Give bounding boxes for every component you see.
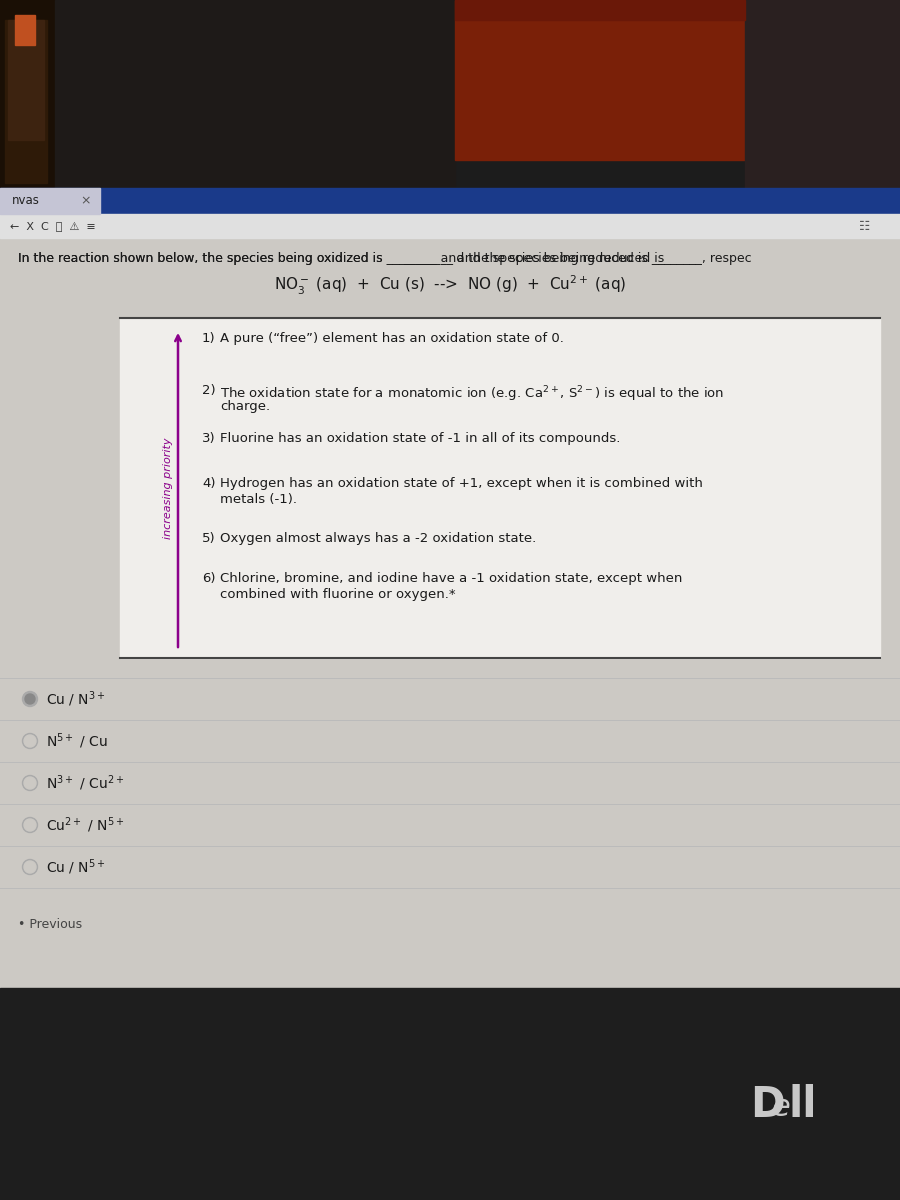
Circle shape — [22, 733, 38, 749]
Bar — [5, 20, 47, 182]
Text: • Previous: • Previous — [18, 918, 82, 931]
Bar — [8, 20, 44, 140]
Circle shape — [22, 691, 38, 707]
Text: metals (-1).: metals (-1). — [220, 493, 297, 506]
Text: nvas: nvas — [12, 194, 40, 208]
Text: In the reaction shown below, the species being oxidized is ________ and the spec: In the reaction shown below, the species… — [18, 252, 752, 265]
Text: ←  X  C  ⓘ  ⚠  ≡: ← X C ⓘ ⚠ ≡ — [10, 221, 95, 230]
Circle shape — [24, 862, 36, 874]
Bar — [0, 214, 900, 238]
Circle shape — [22, 775, 38, 791]
Circle shape — [25, 694, 35, 704]
Text: 3): 3) — [202, 432, 216, 445]
Text: N$^{3+}$ / Cu$^{2+}$: N$^{3+}$ / Cu$^{2+}$ — [46, 773, 124, 793]
Circle shape — [24, 778, 36, 790]
Bar — [0, 0, 900, 188]
Text: A pure (“free”) element has an oxidation state of 0.: A pure (“free”) element has an oxidation… — [220, 332, 564, 346]
Text: Cu$^{2+}$ / N$^{5+}$: Cu$^{2+}$ / N$^{5+}$ — [46, 815, 124, 835]
Text: ×: × — [80, 194, 91, 208]
Text: ☷: ☷ — [860, 220, 870, 233]
Bar — [120, 318, 880, 658]
Bar — [55, 0, 455, 188]
Text: ________ and the species being reduced is: ________ and the species being reduced i… — [403, 252, 664, 265]
Text: D: D — [750, 1084, 785, 1126]
Bar — [0, 188, 100, 214]
Text: Hydrogen has an oxidation state of +1, except when it is combined with: Hydrogen has an oxidation state of +1, e… — [220, 476, 703, 490]
Circle shape — [22, 859, 38, 875]
Text: e: e — [772, 1093, 791, 1122]
Text: 4): 4) — [202, 476, 215, 490]
Text: In the reaction shown below, the species being oxidized is: In the reaction shown below, the species… — [18, 252, 382, 265]
Bar — [0, 0, 55, 188]
Text: Chlorine, bromine, and iodine have a -1 oxidation state, except when: Chlorine, bromine, and iodine have a -1 … — [220, 572, 682, 584]
Bar — [0, 188, 900, 214]
Text: ll: ll — [789, 1084, 817, 1126]
Text: 5): 5) — [202, 532, 216, 545]
Text: 1): 1) — [202, 332, 216, 346]
Bar — [455, 0, 745, 20]
Bar — [455, 0, 745, 160]
Text: 2): 2) — [202, 384, 216, 397]
Circle shape — [24, 734, 36, 746]
Text: 6): 6) — [202, 572, 215, 584]
Text: The oxidation state for a monatomic ion (e.g. Ca$^{2+}$, S$^{2-}$) is equal to t: The oxidation state for a monatomic ion … — [220, 384, 724, 403]
Text: charge.: charge. — [220, 400, 270, 413]
Text: increasing priority: increasing priority — [163, 437, 173, 539]
Text: Oxygen almost always has a -2 oxidation state.: Oxygen almost always has a -2 oxidation … — [220, 532, 536, 545]
Text: Cu / N$^{5+}$: Cu / N$^{5+}$ — [46, 857, 105, 877]
Text: Fluorine has an oxidation state of -1 in all of its compounds.: Fluorine has an oxidation state of -1 in… — [220, 432, 620, 445]
Text: N$^{5+}$ / Cu: N$^{5+}$ / Cu — [46, 731, 108, 751]
Text: Cu / N$^{3+}$: Cu / N$^{3+}$ — [46, 689, 105, 709]
Text: NO$_3^-$ (aq)  +  Cu (s)  -->  NO (g)  +  Cu$^{2+}$ (aq): NO$_3^-$ (aq) + Cu (s) --> NO (g) + Cu$^… — [274, 274, 626, 298]
Circle shape — [24, 818, 36, 830]
Bar — [0, 988, 900, 1200]
Bar — [0, 238, 900, 988]
Text: combined with fluorine or oxygen.*: combined with fluorine or oxygen.* — [220, 588, 455, 601]
Bar — [15, 14, 35, 44]
Bar — [745, 0, 900, 188]
Circle shape — [22, 817, 38, 833]
